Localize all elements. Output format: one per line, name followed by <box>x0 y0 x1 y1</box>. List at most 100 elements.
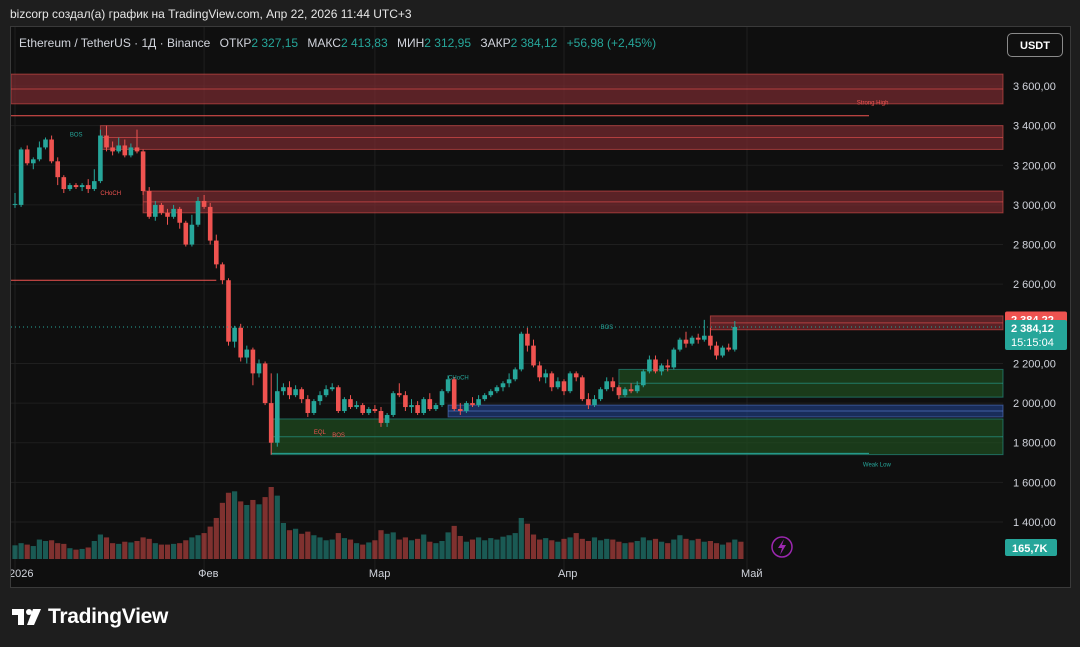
candle[interactable] <box>250 347 256 386</box>
candle[interactable] <box>165 208 170 225</box>
candle[interactable] <box>12 193 18 208</box>
candle[interactable] <box>683 331 689 348</box>
candle[interactable] <box>177 206 182 229</box>
lightning-icon[interactable] <box>771 536 793 558</box>
candle[interactable] <box>384 413 390 427</box>
candle[interactable] <box>128 143 134 158</box>
candle[interactable] <box>305 395 311 417</box>
candle[interactable] <box>140 149 146 195</box>
candle[interactable] <box>482 393 487 402</box>
candle[interactable] <box>43 137 48 150</box>
candle[interactable] <box>634 381 640 394</box>
candle[interactable] <box>183 220 189 247</box>
candle[interactable] <box>311 399 317 415</box>
candle[interactable] <box>586 393 591 410</box>
candle[interactable] <box>397 383 402 398</box>
candle[interactable] <box>195 196 201 227</box>
candle[interactable] <box>702 319 707 342</box>
candle[interactable] <box>421 397 426 415</box>
candle[interactable] <box>73 183 79 190</box>
candle[interactable] <box>653 355 658 374</box>
candle[interactable] <box>232 325 237 348</box>
candle[interactable] <box>677 337 683 352</box>
candle[interactable] <box>31 157 36 170</box>
candle[interactable] <box>451 377 457 412</box>
candle[interactable] <box>732 321 738 352</box>
candle[interactable] <box>329 383 335 392</box>
candle[interactable] <box>207 202 213 245</box>
candle[interactable] <box>464 401 469 413</box>
candle[interactable] <box>360 403 365 415</box>
candle[interactable] <box>622 387 628 398</box>
candle[interactable] <box>159 202 164 215</box>
candle[interactable] <box>537 361 542 382</box>
candle[interactable] <box>171 204 176 219</box>
candle[interactable] <box>445 375 451 394</box>
candle[interactable] <box>439 389 445 408</box>
candle[interactable] <box>281 383 286 396</box>
chart-panel[interactable]: Strong High Weak Low BOS CHoCH CHoCH BOS EQL BO… <box>10 26 1071 588</box>
candle[interactable] <box>342 397 347 413</box>
candle[interactable] <box>61 175 67 194</box>
candle[interactable] <box>49 135 54 164</box>
candle[interactable] <box>256 359 262 378</box>
candle[interactable] <box>726 343 731 352</box>
candle[interactable] <box>55 157 60 186</box>
candle[interactable] <box>671 347 677 370</box>
candle[interactable] <box>494 385 500 394</box>
candle[interactable] <box>268 373 274 455</box>
candle[interactable] <box>317 391 323 406</box>
symbol-title[interactable]: Ethereum / TetherUS · 1Д · Binance <box>19 36 211 50</box>
candle[interactable] <box>561 379 567 396</box>
currency-button[interactable]: USDT <box>1007 33 1063 57</box>
time-axis[interactable]: 2026 Фев Мар Апр Май <box>11 568 763 580</box>
candle[interactable] <box>598 387 603 402</box>
candle[interactable] <box>201 195 207 209</box>
candle[interactable] <box>323 385 329 398</box>
candle[interactable] <box>122 139 128 158</box>
candle[interactable] <box>403 391 408 412</box>
candle[interactable] <box>146 187 152 219</box>
candle[interactable] <box>433 403 439 412</box>
candle[interactable] <box>415 401 420 415</box>
candle[interactable] <box>98 129 103 184</box>
candle[interactable] <box>470 397 475 408</box>
candle[interactable] <box>500 381 506 392</box>
candle[interactable] <box>18 147 24 207</box>
candle[interactable] <box>409 399 414 413</box>
candle[interactable] <box>92 169 97 192</box>
candle[interactable] <box>275 373 280 447</box>
candle[interactable] <box>79 183 85 192</box>
candle[interactable] <box>628 383 634 394</box>
candle[interactable] <box>67 183 73 192</box>
candle[interactable] <box>134 129 140 154</box>
candle[interactable] <box>226 278 231 346</box>
candle[interactable] <box>287 381 292 400</box>
price-axis[interactable]: 3 600,00 3 400,00 3 200,00 3 000,00 2 800,00… <box>1005 81 1067 556</box>
candle[interactable] <box>116 137 121 154</box>
candle[interactable] <box>708 327 713 350</box>
candle[interactable] <box>238 323 243 362</box>
candle[interactable] <box>214 234 219 269</box>
candle[interactable] <box>488 389 494 398</box>
tradingview-logo[interactable]: TradingView <box>12 604 168 630</box>
candle[interactable] <box>110 141 115 156</box>
candle[interactable] <box>531 339 536 368</box>
candle[interactable] <box>390 391 396 417</box>
candle[interactable] <box>555 377 561 390</box>
candle[interactable] <box>506 373 512 388</box>
candle[interactable] <box>720 345 725 358</box>
candle[interactable] <box>378 407 384 427</box>
candle[interactable] <box>512 367 518 382</box>
candle[interactable] <box>348 395 353 410</box>
candle[interactable] <box>262 361 268 406</box>
candle[interactable] <box>336 385 341 413</box>
candle[interactable] <box>244 345 250 364</box>
candle[interactable] <box>567 371 573 394</box>
candle[interactable] <box>659 363 664 376</box>
candle[interactable] <box>580 375 585 402</box>
candle[interactable] <box>427 393 433 412</box>
candle[interactable] <box>665 359 670 372</box>
candle[interactable] <box>372 405 378 413</box>
